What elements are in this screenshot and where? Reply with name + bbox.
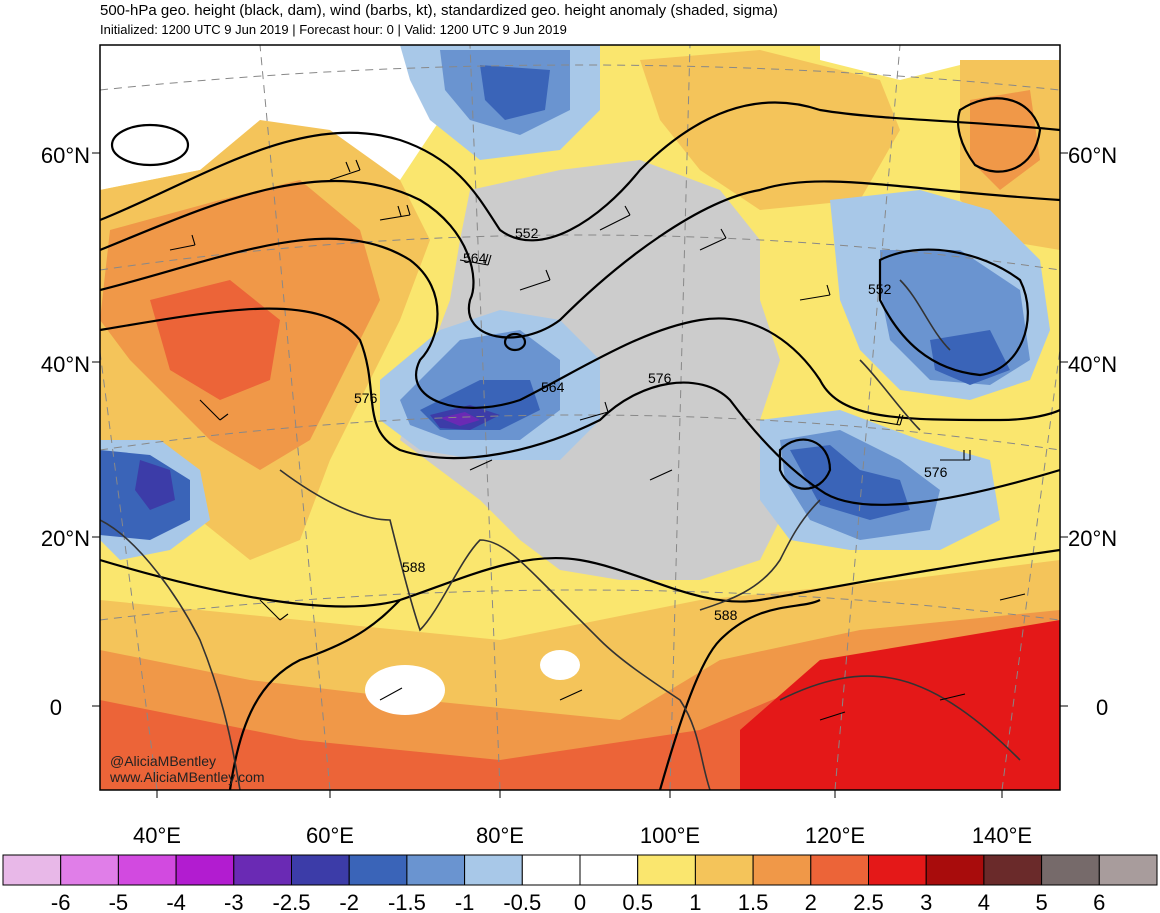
colorbar-swatch (175, 854, 235, 886)
anomaly-neg-siberia-15 (480, 65, 550, 120)
map-title: 500-hPa geo. height (black, dam), wind (… (100, 2, 778, 19)
lat-labels-left: 60°N 40°N 20°N 0 (41, 143, 90, 720)
lat-label-40n: 40°N (41, 352, 90, 377)
colorbar-tick-label: 0.5 (622, 890, 653, 913)
lon-labels: 40°E 60°E 80°E 100°E 120°E 140°E (133, 823, 1032, 848)
lat-labels-right: 60°N 40°N 20°N 0 (1068, 143, 1117, 720)
height-contours (100, 97, 1060, 790)
colorbar-tick-label: 0 (574, 890, 586, 913)
contour-label: 576 (648, 370, 672, 386)
lon-label-140e: 140°E (972, 823, 1032, 848)
lat-label-40n-right: 40°N (1068, 352, 1117, 377)
anomaly-pos-tropics-25 (740, 620, 1060, 790)
colorbar-tick-label: 1.5 (738, 890, 769, 913)
colorbar-swatch (694, 854, 754, 886)
colorbar-labels: -6 -5 -4 -3 -2.5 -2 -1.5 -1 -0.5 0 0.5 1 1.5 2 2.5 3 4 5 6 (51, 890, 1106, 913)
contour-label: 564 (463, 250, 487, 266)
colorbar-tick-label: -2 (339, 890, 359, 913)
colorbar-swatch (1098, 854, 1158, 886)
anomaly-neutral-arabian (365, 665, 445, 715)
colorbar-swatch (983, 854, 1043, 886)
colorbar-tick-label: 2 (805, 890, 817, 913)
lon-label-40e: 40°E (133, 823, 181, 848)
lat-label-20n-right: 20°N (1068, 526, 1117, 551)
credit-handle: @AliciaMBentley (110, 753, 216, 769)
colorbar-tick-label: -5 (109, 890, 129, 913)
colorbar-tick-label: -2.5 (273, 890, 311, 913)
colorbar-tick-label: 3 (920, 890, 932, 913)
colorbar-swatch (1041, 854, 1100, 886)
colorbar-swatch (117, 854, 177, 886)
contour-label: 576 (354, 390, 378, 406)
colorbar-tick-label: -0.5 (503, 890, 541, 913)
contour-label: 588 (714, 607, 738, 623)
colorbar-swatch (406, 854, 466, 886)
wind-barbs (169, 159, 1026, 721)
map-field: 552 564 576 564 576 552 576 588 588 @Ali… (100, 45, 1060, 790)
colorbar-tick-label: -4 (166, 890, 186, 913)
lon-label-80e: 80°E (476, 823, 524, 848)
lat-label-60n: 60°N (41, 143, 90, 168)
contour-labels: 552 564 576 564 576 552 576 588 588 (354, 225, 948, 623)
colorbar-swatch (60, 854, 119, 886)
colorbar-tick-label: 4 (978, 890, 990, 913)
colorbar-swatch (2, 854, 62, 886)
anomaly-neg-central-25 (440, 412, 480, 426)
colorbar-swatch (521, 854, 581, 886)
colorbar-swatch (810, 854, 869, 886)
colorbar-tick-label: -3 (224, 890, 244, 913)
colorbar-tick-label: 5 (1035, 890, 1047, 913)
colorbar-tick-label: -1.5 (388, 890, 426, 913)
colorbar-swatch (291, 854, 350, 886)
lat-label-0: 0 (50, 695, 62, 720)
lon-label-100e: 100°E (640, 823, 700, 848)
lat-label-60n-right: 60°N (1068, 143, 1117, 168)
contour-label: 552 (868, 281, 892, 297)
lon-label-120e: 120°E (805, 823, 865, 848)
lat-label-0-right: 0 (1096, 695, 1108, 720)
colorbar-swatch (637, 854, 696, 886)
lat-label-20n: 20°N (41, 526, 90, 551)
anomaly-neg-japan-15 (790, 445, 910, 520)
colorbar-swatch (464, 854, 523, 886)
colorbar-swatch (579, 854, 639, 886)
map-subtitle: Initialized: 1200 UTC 9 Jun 2019 | Forec… (100, 22, 567, 37)
axis-ticks (92, 152, 1068, 798)
colorbar-swatch (752, 854, 812, 886)
colorbar (2, 854, 1158, 886)
colorbar-swatch (925, 854, 985, 886)
colorbar-swatch (233, 854, 293, 886)
contour-label: 576 (924, 464, 948, 480)
colorbar-tick-label: -6 (51, 890, 71, 913)
colorbar-tick-label: 2.5 (853, 890, 884, 913)
anomaly-neutral-bay (540, 650, 580, 680)
map-frame (99, 44, 1061, 791)
anomaly-neutral-n (820, 45, 1060, 80)
credit-site: www.AliciaMBentley.com (109, 769, 265, 785)
lon-label-60e: 60°E (306, 823, 354, 848)
colorbar-swatch (868, 854, 927, 886)
anomaly-neg-me-2 (135, 460, 175, 510)
coastlines (100, 279, 1021, 790)
colorbar-tick-label: 6 (1093, 890, 1105, 913)
anomaly-neg-ne-15 (930, 330, 1010, 385)
colorbar-swatch (348, 854, 408, 886)
colorbar-tick-label: 1 (689, 890, 701, 913)
contour-label: 588 (402, 559, 426, 575)
contour-label: 564 (541, 379, 565, 395)
anomaly-pos-nc (640, 50, 900, 210)
contour-label: 552 (515, 225, 539, 241)
colorbar-tick-label: -1 (455, 890, 475, 913)
